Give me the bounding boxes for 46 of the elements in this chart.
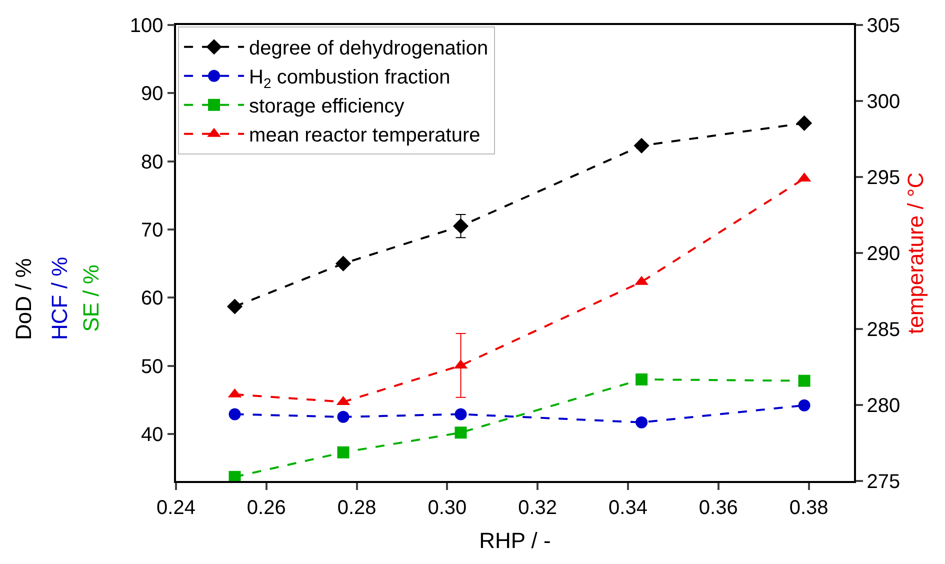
y2-tick-label: 290 <box>866 243 900 265</box>
point <box>337 446 350 458</box>
point <box>337 410 350 423</box>
point <box>636 373 648 386</box>
point <box>335 256 352 272</box>
y2-tick-label: 305 <box>866 15 900 37</box>
x-tick-label: 0.28 <box>337 496 376 519</box>
legend-label: degree of dehydrogenation <box>249 38 488 60</box>
y-axis-title: DoD / % <box>10 258 36 340</box>
y-tick-label: 80 <box>141 151 164 174</box>
y-tick-label: 70 <box>141 219 164 242</box>
point <box>796 115 812 131</box>
y-tick-label: 50 <box>141 356 164 378</box>
y2-tick-label: 280 <box>866 395 900 417</box>
y-tick-label: 90 <box>141 83 164 106</box>
point <box>228 470 241 481</box>
y-tick-label: 100 <box>130 15 164 37</box>
y2-tick-label: 295 <box>866 167 900 189</box>
legend-label: H$_{2}$ combustion fraction <box>249 66 450 91</box>
point <box>636 416 648 428</box>
point <box>634 138 650 154</box>
x-tick-label: 0.36 <box>698 496 738 519</box>
y-tick-label: 60 <box>141 288 164 310</box>
y2-tick-label: 300 <box>866 91 900 113</box>
point <box>228 408 241 420</box>
point <box>798 374 810 387</box>
x-tick-label: 0.32 <box>518 496 558 519</box>
y2-axis-title: temperature / °C <box>903 172 928 334</box>
x-axis-title: RHP / - <box>479 528 551 554</box>
y2-tick-label: 275 <box>866 471 900 493</box>
point <box>454 426 467 439</box>
point <box>798 399 810 412</box>
y2-tick-label: 285 <box>866 319 900 341</box>
x-tick-label: 0.34 <box>608 496 648 519</box>
legend-label: storage efficiency <box>249 96 404 118</box>
point <box>452 218 469 234</box>
point <box>226 298 243 314</box>
point <box>454 408 467 420</box>
x-tick-label: 0.30 <box>428 496 467 519</box>
x-tick-label: 0.26 <box>246 496 286 519</box>
text: HCF / % <box>46 256 72 340</box>
x-tick-label: 0.38 <box>789 496 828 519</box>
legend-label: mean reactor temperature <box>249 124 480 147</box>
y-tick-label: 40 <box>141 424 164 446</box>
x-tick-label: 0.24 <box>156 496 196 519</box>
text: SE / % <box>78 264 104 332</box>
